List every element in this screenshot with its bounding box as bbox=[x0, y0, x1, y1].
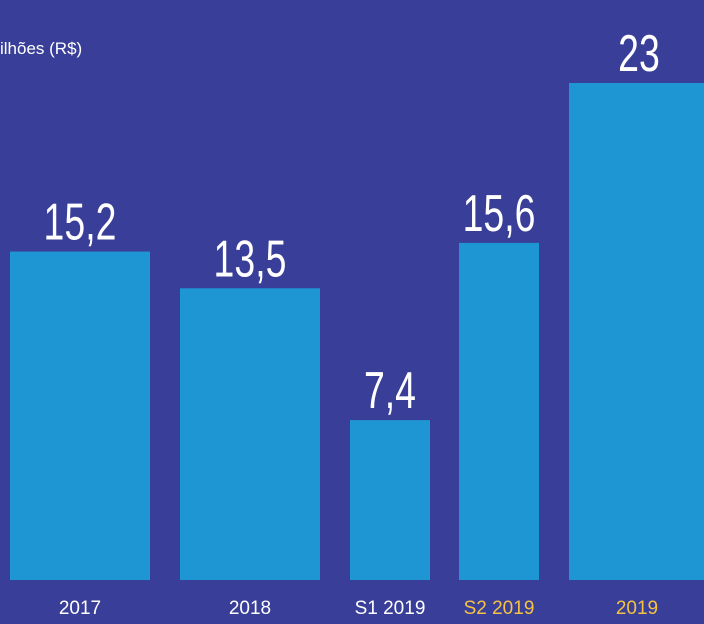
x-tick-label: S1 2019 bbox=[355, 598, 426, 619]
value-label: 15,2 bbox=[44, 192, 117, 251]
x-tick-label: 2018 bbox=[229, 598, 271, 619]
value-label: 15,6 bbox=[463, 184, 536, 243]
bar bbox=[10, 251, 150, 580]
x-tick-label: 2019 bbox=[616, 598, 658, 619]
bar bbox=[180, 288, 320, 580]
bar bbox=[459, 242, 539, 580]
value-label: 23 bbox=[618, 24, 660, 83]
value-label: 7,4 bbox=[364, 361, 416, 420]
bar bbox=[569, 83, 704, 580]
x-tick-label: 2017 bbox=[59, 598, 101, 619]
value-label: 13,5 bbox=[214, 229, 287, 288]
x-tick-label: S2 2019 bbox=[464, 598, 535, 619]
bar bbox=[350, 420, 430, 580]
chart-title: ilhões (R$) bbox=[0, 39, 82, 58]
